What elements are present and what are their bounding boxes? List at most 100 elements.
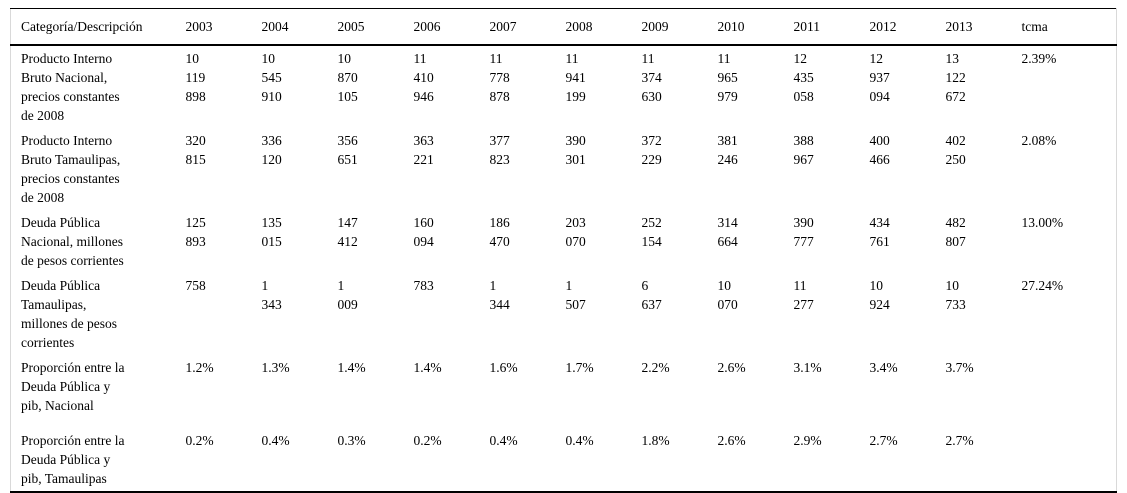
table-cell: 147 412: [337, 215, 358, 249]
table-cell: 125 893: [185, 215, 206, 249]
data-table: Categoría/Descripción 2003 2004 2005 2006 200…: [10, 8, 1117, 493]
table-cell: 1 009: [337, 278, 358, 312]
table-cell: 3.7%: [945, 360, 974, 375]
table-cell: 1.3%: [261, 360, 290, 375]
table-cell: 377 823: [489, 133, 510, 167]
table-cell: 3.4%: [869, 360, 898, 375]
table-cell: 10 870 105: [337, 51, 358, 104]
table-cell: 186 470: [489, 215, 510, 249]
table-cell: 320 815: [185, 133, 206, 167]
column-header: 2010: [707, 8, 784, 46]
table-cell: 0.2%: [185, 433, 214, 448]
table-cell: 6 637: [641, 278, 662, 312]
table-cell: 0.2%: [413, 433, 442, 448]
table-header: Categoría/Descripción 2003 2004 2005 2006 200…: [10, 8, 1117, 46]
table-cell: [1012, 355, 1117, 428]
table-row: Proporción entre la Deuda Pública y pib,…: [11, 428, 1117, 492]
table-cell: 160 094: [413, 215, 434, 249]
table-cell: 10 119 898: [185, 51, 206, 104]
column-header: 2004: [251, 8, 328, 46]
table-cell: 2.2%: [641, 360, 670, 375]
table-cell: 1.6%: [489, 360, 518, 375]
table-cell: 390 777: [793, 215, 814, 249]
table-cell: 13 122 672: [945, 51, 966, 104]
table-cell: 2.7%: [945, 433, 974, 448]
table-cell: 2.39%: [1021, 51, 1057, 66]
table-cell: 390 301: [565, 133, 586, 167]
table-cell: 1 343: [261, 278, 282, 312]
column-header: 2011: [783, 8, 860, 46]
table-cell: 1.8%: [641, 433, 670, 448]
column-header: 2007: [479, 8, 556, 46]
table-cell: 0.4%: [261, 433, 290, 448]
table-cell: 388 967: [793, 133, 814, 167]
row-label: Producto Interno Bruto Tamaulipas, preci…: [21, 133, 121, 205]
table-cell: 3.1%: [793, 360, 822, 375]
table-cell: 2.9%: [793, 433, 822, 448]
column-header: 2006: [403, 8, 480, 46]
table-cell: 402 250: [945, 133, 966, 167]
table-cell: 10 070: [717, 278, 738, 312]
column-header: Categoría/Descripción: [10, 8, 176, 46]
column-header: 2013: [935, 8, 1012, 46]
table-cell: 1 344: [489, 278, 510, 312]
table-cell: 135 015: [261, 215, 282, 249]
table-cell: 12 937 094: [869, 51, 890, 104]
table-cell: 372 229: [641, 133, 662, 167]
column-header: 2008: [555, 8, 632, 46]
table-cell: 11 374 630: [641, 51, 662, 104]
table-row: Deuda Pública Tamaulipas, millones de pe…: [11, 273, 1117, 355]
table-cell: 12 435 058: [793, 51, 814, 104]
table-cell: 783: [413, 278, 434, 293]
column-header: tcma: [1011, 8, 1117, 46]
table-cell: 252 154: [641, 215, 662, 249]
table-cell: 2.6%: [717, 360, 746, 375]
column-header: 2012: [859, 8, 936, 46]
table-cell: 1 507: [565, 278, 586, 312]
table-cell: [1012, 428, 1117, 492]
table-row: Producto Interno Bruto Tamaulipas, preci…: [11, 128, 1117, 210]
table-cell: 13.00%: [1021, 215, 1064, 230]
table-cell: 314 664: [717, 215, 738, 249]
table-cell: 2.6%: [717, 433, 746, 448]
table-cell: 363 221: [413, 133, 434, 167]
table-cell: 10 924: [869, 278, 890, 312]
table-cell: 11 965 979: [717, 51, 738, 104]
table-cell: 1.7%: [565, 360, 594, 375]
header-row: Categoría/Descripción 2003 2004 2005 2006 200…: [10, 8, 1117, 46]
row-label: Deuda Pública Tamaulipas, millones de pe…: [21, 278, 117, 350]
table-cell: 758: [185, 278, 206, 293]
row-label: Proporción entre la Deuda Pública y pib,…: [21, 360, 125, 413]
table-cell: 2.08%: [1021, 133, 1057, 148]
table-cell: 11 778 878: [489, 51, 510, 104]
table-cell: 10 733: [945, 278, 966, 312]
table-row: Deuda Pública Nacional, millones de peso…: [11, 210, 1117, 273]
table-cell: 11 410 946: [413, 51, 434, 104]
table-row: Producto Interno Bruto Nacional, precios…: [11, 45, 1117, 128]
table-cell: 11 277: [793, 278, 814, 312]
table-cell: 203 070: [565, 215, 586, 249]
column-header: 2003: [175, 8, 252, 46]
table-cell: 356 651: [337, 133, 358, 167]
table-cell: 482 807: [945, 215, 966, 249]
table-cell: 1.4%: [413, 360, 442, 375]
table-cell: 0.4%: [565, 433, 594, 448]
table-cell: 336 120: [261, 133, 282, 167]
table-row: Proporción entre la Deuda Pública y pib,…: [11, 355, 1117, 428]
row-label: Producto Interno Bruto Nacional, precios…: [21, 51, 120, 123]
column-header: 2009: [631, 8, 708, 46]
table-cell: 434 761: [869, 215, 890, 249]
table-cell: 0.4%: [489, 433, 518, 448]
table-cell: 1.2%: [185, 360, 214, 375]
document-table-region: Categoría/Descripción 2003 2004 2005 2006 200…: [10, 8, 1117, 493]
row-label: Deuda Pública Nacional, millones de peso…: [21, 215, 124, 268]
row-label: Proporción entre la Deuda Pública y pib,…: [21, 433, 125, 486]
table-cell: 381 246: [717, 133, 738, 167]
table-cell: 2.7%: [869, 433, 898, 448]
column-header: 2005: [327, 8, 404, 46]
table-body: Producto Interno Bruto Nacional, precios…: [11, 45, 1117, 492]
table-cell: 11 941 199: [565, 51, 586, 104]
table-cell: 1.4%: [337, 360, 366, 375]
table-cell: 0.3%: [337, 433, 366, 448]
table-cell: 400 466: [869, 133, 890, 167]
